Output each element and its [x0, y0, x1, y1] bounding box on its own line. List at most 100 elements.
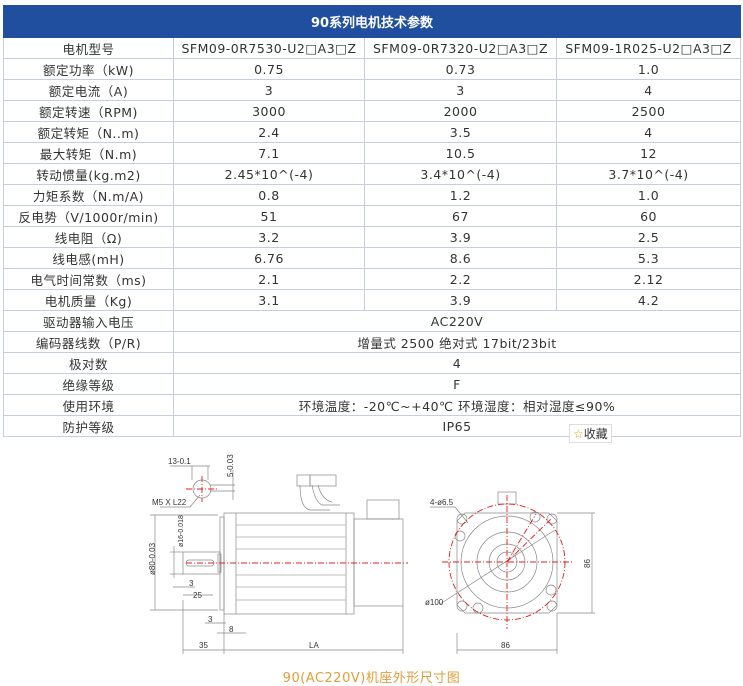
row-label: 线电感(mH) [3, 247, 174, 269]
value-cell: 3 [173, 79, 365, 101]
table-row: 力矩系数（N.m/A) 0.8 1.2 1.0 [3, 184, 742, 206]
row-label: 反电势（V/1000r/min) [3, 205, 174, 227]
dim-35: 35 [199, 641, 208, 650]
table-row: 驱动器输入电压 AC220V [3, 310, 742, 332]
row-label: 绝缘等级 [3, 373, 174, 395]
value-cell: 0.73 [364, 58, 557, 80]
value-cell: 2.45*10^(-4) [173, 163, 365, 185]
table-row: 防护等级 IP65 [3, 415, 742, 437]
star-icon: ☆ [573, 427, 584, 441]
favorite-label: 收藏 [583, 427, 608, 441]
row-label: 电气时间常数（ms) [3, 268, 174, 290]
dim-3a: 3 [189, 579, 194, 588]
table-row: 绝缘等级 F [3, 373, 742, 395]
value-cell: 2.1 [173, 268, 365, 290]
dim-25: 25 [193, 591, 202, 600]
value-cell: 1.0 [555, 58, 742, 80]
table-row: 电机质量（Kg) 3.1 3.9 4.2 [3, 289, 742, 311]
value-cell: 4 [172, 352, 742, 374]
value-cell: 2.12 [555, 268, 742, 290]
row-label: 驱动器输入电压 [3, 310, 174, 332]
table-row: 额定转矩（N..m) 2.4 3.5 4 [3, 121, 742, 143]
dim-key-width: 13-0.1 [168, 457, 191, 466]
row-label: 电机型号 [3, 37, 174, 59]
value-cell: 7.1 [173, 142, 365, 164]
row-label: 电机质量（Kg) [3, 289, 174, 311]
value-cell: 60 [555, 205, 742, 227]
value-cell: 1.0 [555, 184, 742, 206]
table-row: 使用环境 环境温度：-20℃~+40℃ 环境湿度：相对湿度≤90% [3, 394, 742, 416]
table-row: 极对数 4 [3, 352, 742, 374]
dim-shaft-dia: ø16-0.018 [178, 515, 185, 547]
table-row: 转动惯量(kg.m2) 2.45*10^(-4) 3.4*10^(-4) 3.7*10… [3, 163, 742, 185]
row-label: 额定电流（A) [3, 79, 174, 101]
row-label: 额定功率（kW) [3, 58, 174, 80]
value-cell: 3.9 [364, 289, 557, 311]
dim-width: 86 [501, 641, 510, 650]
value-cell: 3000 [173, 100, 365, 122]
value-cell: 2.2 [364, 268, 557, 290]
favorite-button[interactable]: ☆收藏 [569, 424, 612, 443]
value-cell: 3.5 [364, 121, 557, 143]
value-cell: 2.5 [555, 226, 742, 248]
row-label: 使用环境 [3, 394, 174, 416]
dimension-drawing: 13-0.1 5-0.03 M5 X L22 ø16-0.018 ø80-0.0… [148, 454, 595, 654]
value-cell: 10.5 [364, 142, 557, 164]
value-cell: 3.9 [364, 226, 557, 248]
value-cell: 增量式 2500 绝对式 17bit/23bit [172, 331, 742, 353]
model-cell: SFM09-0R7320-U2□A3□Z [364, 37, 557, 59]
row-label: 编码器线数（P/R) [3, 331, 174, 353]
dim-8: 8 [229, 625, 234, 634]
dim-key-depth: 5-0.03 [226, 454, 235, 477]
model-cell: SFM09-0R7530-U2□A3□Z [173, 37, 365, 59]
value-cell: 8.6 [364, 247, 557, 269]
table-row: 反电势（V/1000r/min) 51 67 60 [3, 205, 742, 227]
value-cell: 3 [364, 79, 557, 101]
dim-la: LA [309, 641, 319, 650]
value-cell: 4 [555, 79, 742, 101]
value-cell: 3.7*10^(-4) [555, 163, 742, 185]
table-row: 额定电流（A) 3 3 4 [3, 79, 742, 101]
model-cell: SFM09-1R025-U2□A3□Z [555, 37, 742, 59]
value-cell: 5.3 [555, 247, 742, 269]
value-cell: 0.8 [173, 184, 365, 206]
spec-table: 90系列电机技术参数 电机型号 SFM09-0R7530-U2□A3□Z SFM… [2, 5, 742, 437]
row-label: 极对数 [3, 352, 174, 374]
value-cell: 2500 [555, 100, 742, 122]
value-cell: 1.2 [364, 184, 557, 206]
dim-holes: 4-ø6.5 [430, 498, 454, 507]
row-label: 转动惯量(kg.m2) [3, 163, 174, 185]
dim-height: 86 [583, 559, 592, 568]
row-label: 额定转矩（N..m) [3, 121, 174, 143]
table-title: 90系列电机技术参数 [2, 5, 742, 38]
value-cell: F [172, 373, 742, 395]
table-row: 电气时间常数（ms) 2.1 2.2 2.12 [3, 268, 742, 290]
dim-pcd: ø100 [425, 598, 444, 607]
row-label: 线电阻（Ω) [3, 226, 174, 248]
value-cell: IP65 [172, 415, 742, 437]
value-cell: 67 [364, 205, 557, 227]
row-label: 最大转矩（N.m) [3, 142, 174, 164]
dim-thread: M5 X L22 [152, 498, 187, 507]
value-cell: 2000 [364, 100, 557, 122]
value-cell: 3.4*10^(-4) [364, 163, 557, 185]
value-cell: 51 [173, 205, 365, 227]
row-label: 防护等级 [3, 415, 174, 437]
table-row: 最大转矩（N.m) 7.1 10.5 12 [3, 142, 742, 164]
drawing-caption: 90(AC220V)机座外形尺寸图 [282, 671, 461, 686]
value-cell: 3.1 [173, 289, 365, 311]
value-cell: 6.76 [173, 247, 365, 269]
table-row: 电机型号 SFM09-0R7530-U2□A3□Z SFM09-0R7320-U… [3, 37, 742, 59]
value-cell: 3.2 [173, 226, 365, 248]
row-label: 力矩系数（N.m/A) [3, 184, 174, 206]
row-label: 额定转速（RPM) [3, 100, 174, 122]
table-row: 编码器线数（P/R) 增量式 2500 绝对式 17bit/23bit [3, 331, 742, 353]
value-cell: 12 [555, 142, 742, 164]
dim-spigot: ø80-0.03 [148, 542, 157, 575]
value-cell: 4 [555, 121, 742, 143]
value-cell: 0.75 [173, 58, 365, 80]
table-row: 额定转速（RPM) 3000 2000 2500 [3, 100, 742, 122]
value-cell: AC220V [172, 310, 742, 332]
value-cell: 4.2 [555, 289, 742, 311]
value-cell: 环境温度：-20℃~+40℃ 环境湿度：相对湿度≤90% [172, 394, 742, 416]
